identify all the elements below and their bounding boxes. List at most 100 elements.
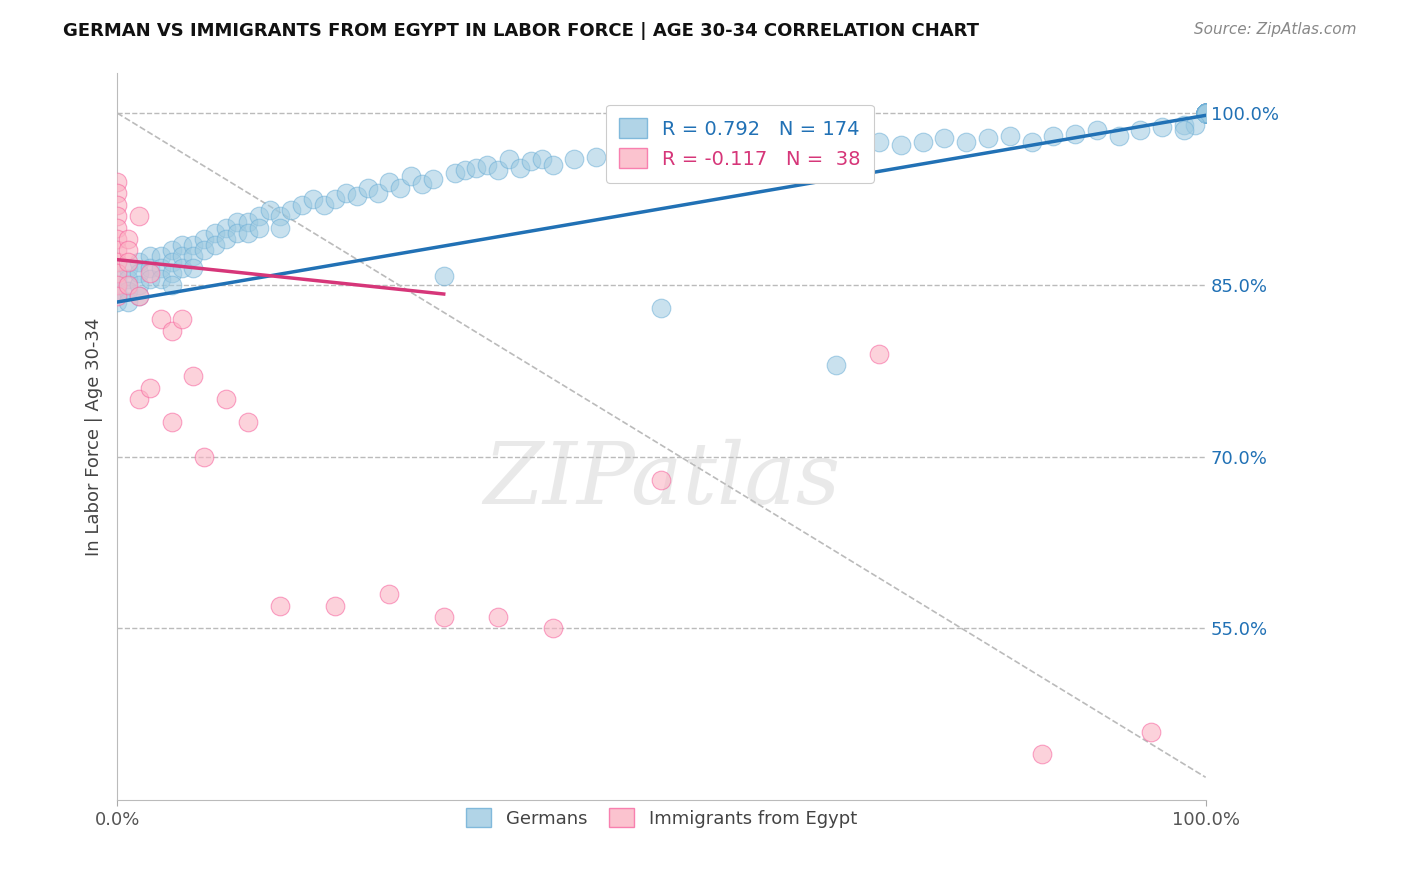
Point — [160, 415, 183, 429]
Point — [650, 301, 672, 315]
Point — [585, 150, 607, 164]
Point — [606, 146, 628, 161]
Legend: Germans, Immigrants from Egypt: Germans, Immigrants from Egypt — [458, 801, 865, 835]
Point — [1195, 106, 1218, 120]
Point — [530, 152, 553, 166]
Point — [1195, 106, 1218, 120]
Point — [183, 237, 205, 252]
Point — [846, 140, 869, 154]
Point — [105, 295, 128, 310]
Point — [1195, 106, 1218, 120]
Point — [236, 227, 259, 241]
Point — [105, 267, 128, 281]
Point — [803, 140, 825, 154]
Point — [1195, 106, 1218, 120]
Point — [868, 346, 890, 360]
Point — [128, 289, 150, 303]
Point — [378, 587, 401, 601]
Point — [1195, 106, 1218, 120]
Point — [693, 143, 716, 157]
Point — [1195, 106, 1218, 120]
Point — [139, 381, 162, 395]
Point — [117, 272, 139, 286]
Point — [1195, 106, 1218, 120]
Point — [302, 192, 325, 206]
Point — [1195, 106, 1218, 120]
Point — [1195, 106, 1218, 120]
Point — [1195, 106, 1218, 120]
Point — [346, 188, 368, 202]
Point — [183, 249, 205, 263]
Point — [1195, 106, 1218, 120]
Point — [105, 255, 128, 269]
Text: Source: ZipAtlas.com: Source: ZipAtlas.com — [1194, 22, 1357, 37]
Point — [1195, 106, 1218, 120]
Point — [105, 186, 128, 201]
Point — [672, 146, 695, 161]
Point — [323, 192, 346, 206]
Point — [172, 237, 194, 252]
Point — [1064, 127, 1087, 141]
Point — [105, 232, 128, 246]
Point — [1195, 106, 1218, 120]
Point — [128, 209, 150, 223]
Point — [1195, 106, 1218, 120]
Point — [1195, 106, 1218, 120]
Point — [117, 260, 139, 275]
Point — [1195, 106, 1218, 120]
Point — [1195, 106, 1218, 120]
Point — [1195, 106, 1218, 120]
Point — [759, 143, 782, 157]
Point — [1195, 106, 1218, 120]
Point — [1152, 120, 1174, 134]
Point — [1184, 118, 1206, 132]
Point — [1195, 106, 1218, 120]
Point — [367, 186, 389, 201]
Point — [1195, 106, 1218, 120]
Point — [105, 209, 128, 223]
Point — [389, 180, 412, 194]
Point — [139, 249, 162, 263]
Point — [486, 163, 509, 178]
Point — [226, 215, 249, 229]
Point — [737, 140, 759, 154]
Point — [1195, 106, 1218, 120]
Point — [193, 244, 215, 258]
Point — [139, 260, 162, 275]
Point — [1195, 106, 1218, 120]
Point — [1195, 106, 1218, 120]
Point — [1195, 106, 1218, 120]
Point — [1195, 106, 1218, 120]
Point — [280, 203, 302, 218]
Point — [160, 255, 183, 269]
Point — [105, 289, 128, 303]
Point — [562, 152, 585, 166]
Point — [312, 197, 335, 211]
Point — [780, 138, 803, 153]
Point — [1195, 106, 1218, 120]
Point — [128, 255, 150, 269]
Point — [1108, 128, 1130, 143]
Point — [1195, 106, 1218, 120]
Y-axis label: In Labor Force | Age 30-34: In Labor Force | Age 30-34 — [86, 318, 103, 556]
Point — [541, 622, 564, 636]
Point — [498, 152, 520, 166]
Point — [1195, 106, 1218, 120]
Point — [1195, 106, 1218, 120]
Point — [1195, 106, 1218, 120]
Point — [117, 295, 139, 310]
Point — [411, 177, 433, 191]
Point — [193, 450, 215, 464]
Point — [955, 135, 977, 149]
Point — [911, 135, 934, 149]
Point — [149, 312, 172, 326]
Point — [1195, 106, 1218, 120]
Point — [193, 232, 215, 246]
Point — [269, 220, 291, 235]
Point — [1195, 106, 1218, 120]
Point — [934, 131, 956, 145]
Point — [105, 197, 128, 211]
Point — [183, 260, 205, 275]
Point — [236, 415, 259, 429]
Point — [1195, 106, 1218, 120]
